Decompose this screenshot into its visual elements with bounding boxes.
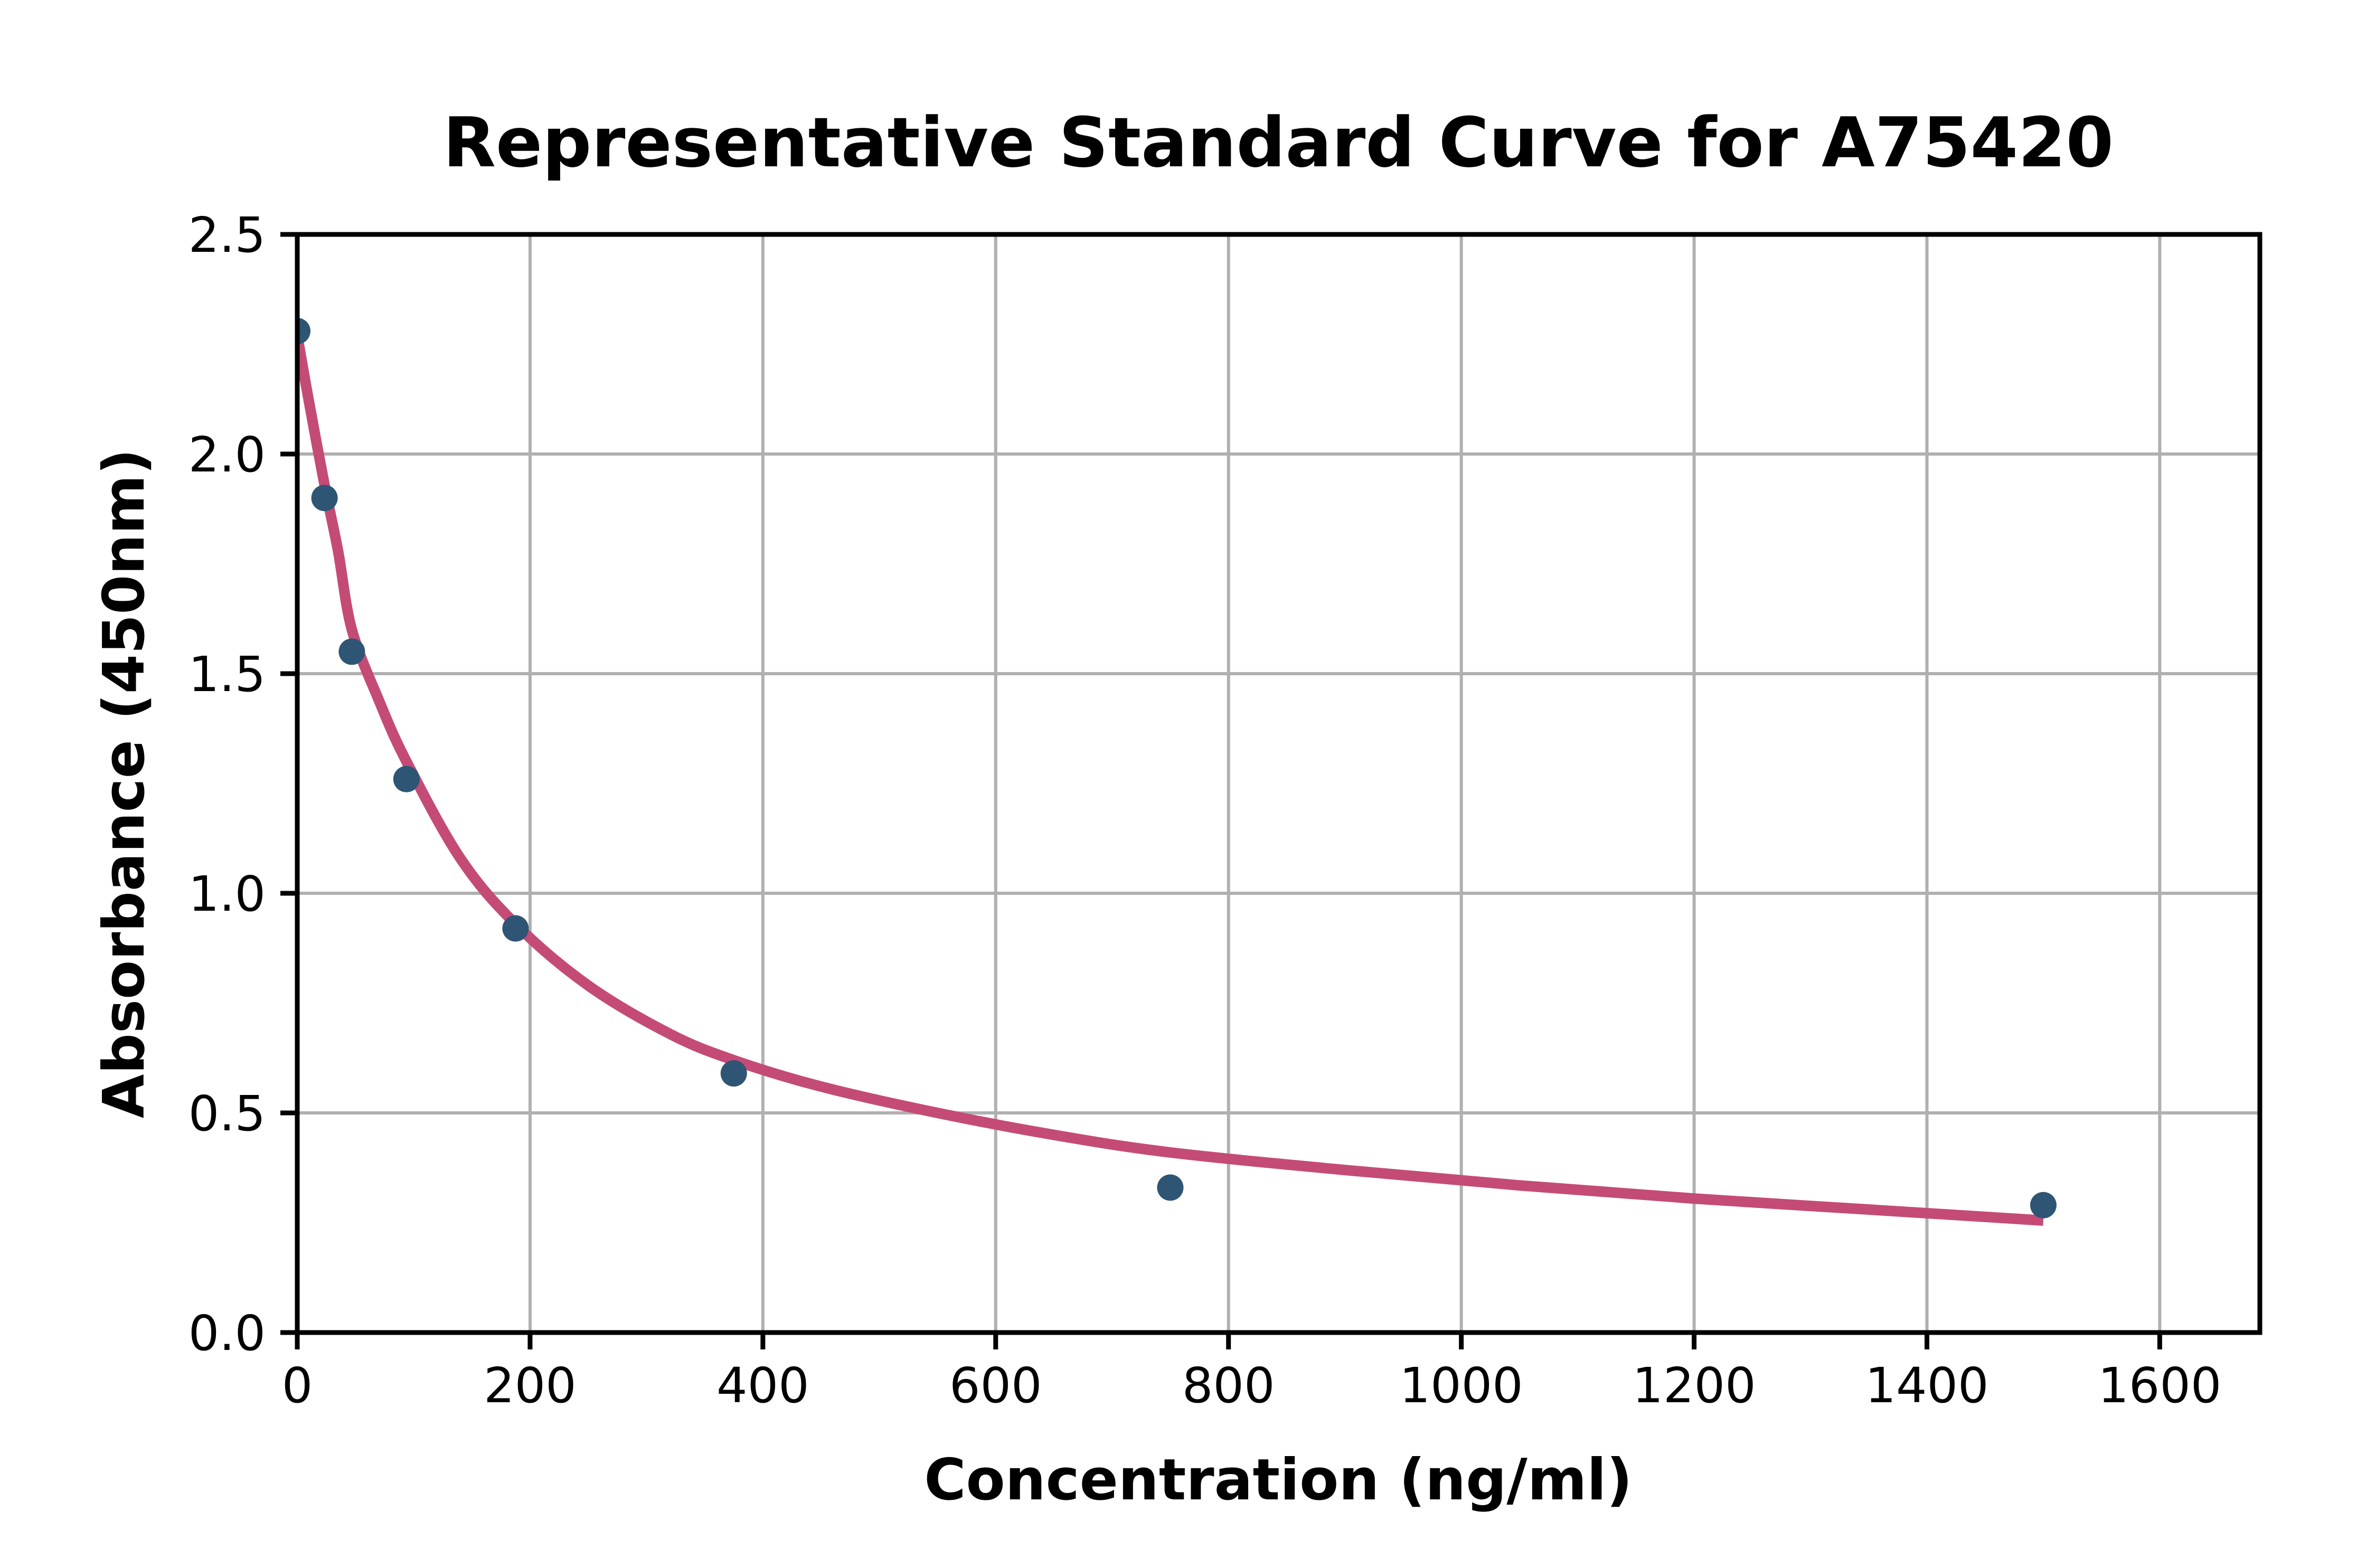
- y-axis-label: Absorbance (450nm): [91, 449, 157, 1118]
- fit-curve-path: [297, 334, 2044, 1226]
- x-tick-label: 1400: [1865, 1357, 1988, 1414]
- x-axis-ticks: [295, 1333, 2162, 1349]
- x-axis-label: Concentration (ng/ml): [924, 1447, 1633, 1513]
- x-tick-label: 1200: [1632, 1357, 1756, 1414]
- y-axis-tick-labels: 0.0 0.5 1.0 1.5 2.0 2.5: [188, 207, 266, 1362]
- y-tick-label: 1.5: [188, 646, 266, 703]
- data-point-marker: [2030, 1192, 2057, 1218]
- y-axis-ticks: [280, 232, 297, 1335]
- standard-curve-line: [297, 334, 2044, 1226]
- data-point-marker: [393, 766, 420, 792]
- y-tick-label: 2.5: [188, 207, 266, 263]
- data-point-marker: [502, 915, 529, 942]
- x-tick-label: 600: [949, 1357, 1042, 1414]
- chart-title: Representative Standard Curve for A75420: [443, 102, 2114, 183]
- axes-box: [295, 232, 2262, 1335]
- y-tick-label: 1.0: [188, 866, 266, 922]
- data-points: [297, 318, 2057, 1218]
- y-tick-label: 0.5: [188, 1085, 266, 1142]
- data-point-marker: [297, 318, 310, 345]
- data-point-marker: [1157, 1174, 1184, 1201]
- data-point-marker: [720, 1060, 747, 1087]
- x-axis-tick-labels: 0 200 400 600 800 1000 1200 1400 1600: [282, 1357, 2222, 1414]
- data-point-marker: [338, 638, 365, 665]
- x-tick-label: 200: [484, 1357, 577, 1414]
- x-tick-label: 800: [1182, 1357, 1275, 1414]
- data-point-marker: [311, 485, 338, 512]
- y-tick-label: 2.0: [188, 427, 266, 483]
- y-tick-label: 0.0: [188, 1305, 266, 1362]
- x-tick-label: 1000: [1400, 1357, 1523, 1414]
- x-tick-label: 0: [282, 1357, 313, 1414]
- x-tick-label: 400: [716, 1357, 809, 1414]
- x-tick-label: 1600: [2098, 1357, 2221, 1414]
